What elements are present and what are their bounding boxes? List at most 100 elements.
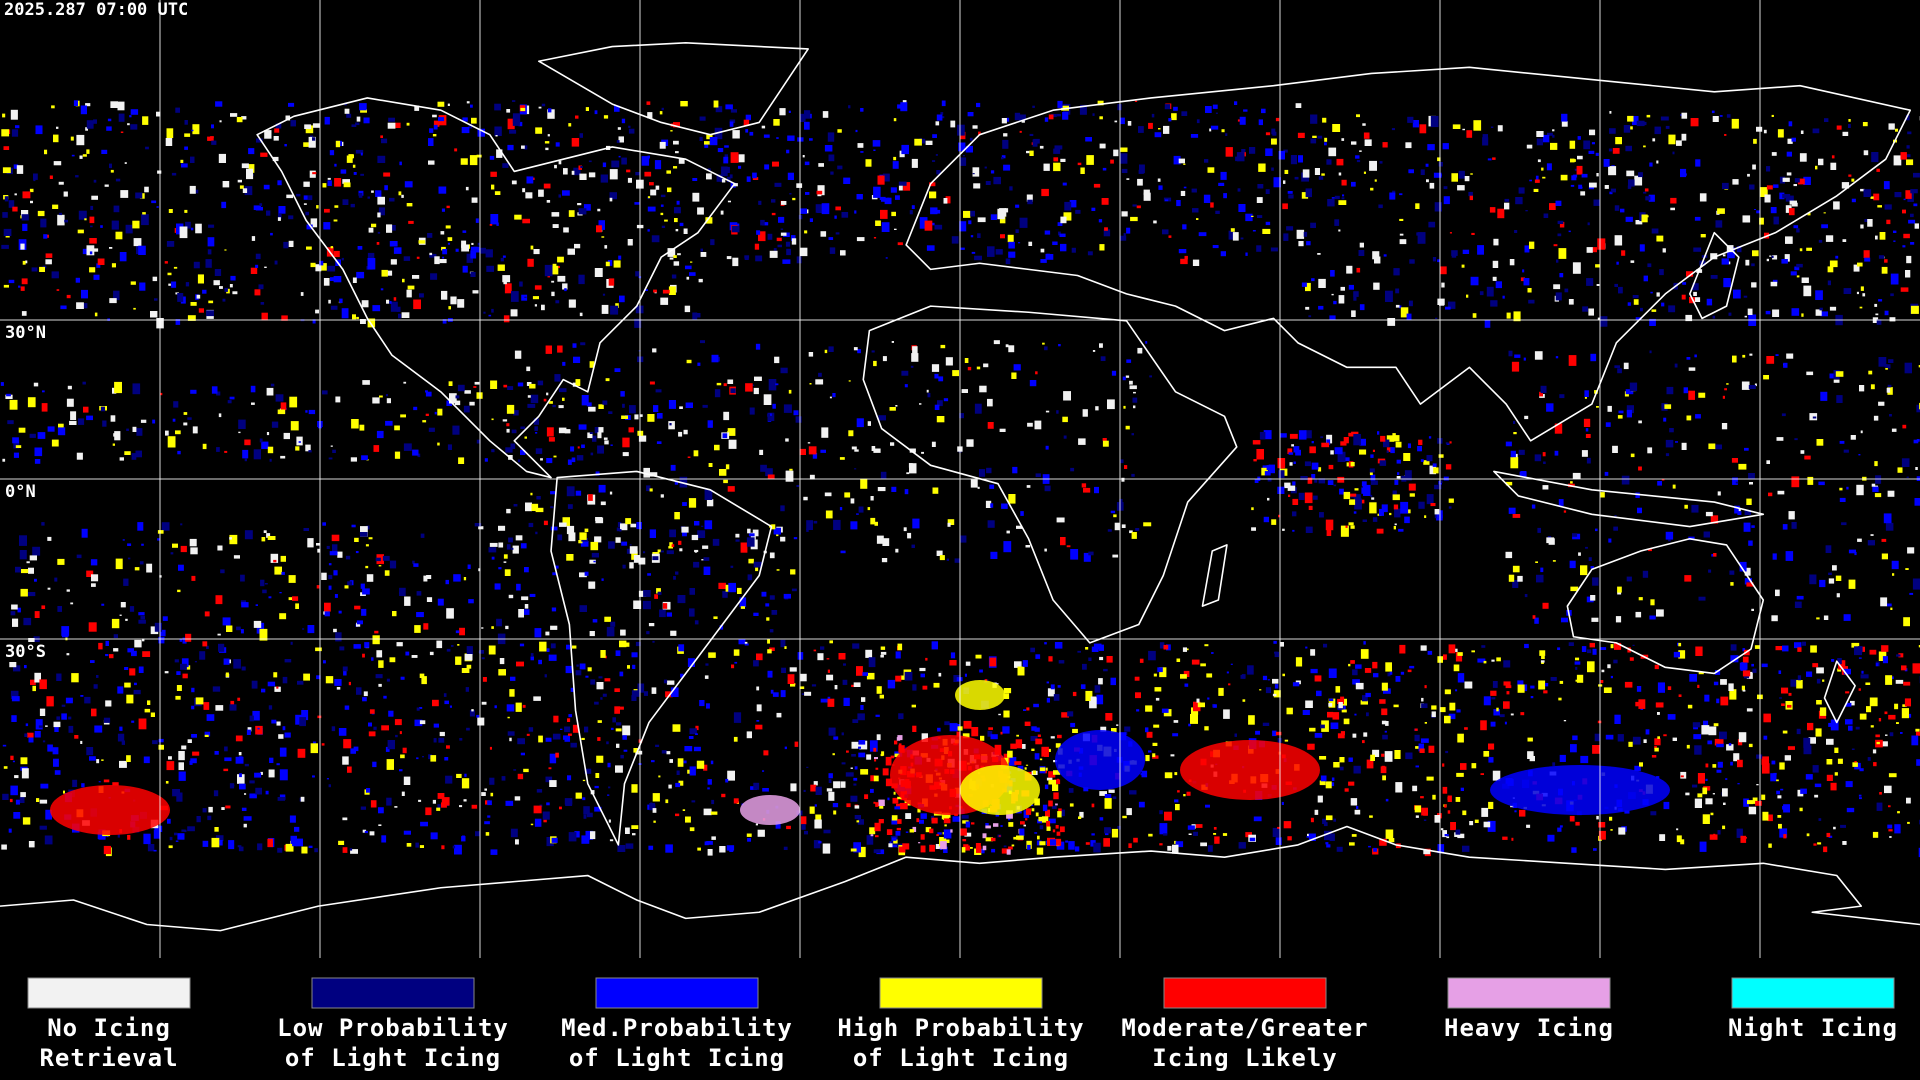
icing-pixel	[1111, 828, 1119, 838]
icing-pixel	[1261, 108, 1266, 114]
icing-pixel	[1797, 675, 1802, 681]
icing-pixel	[1471, 650, 1475, 653]
icing-pixel	[414, 625, 421, 633]
icing-pixel	[1338, 295, 1345, 304]
icing-pixel	[315, 264, 322, 272]
icing-pixel	[650, 802, 653, 804]
icing-pixel	[643, 691, 648, 696]
icing-pixel	[222, 181, 230, 188]
icing-pixel	[727, 176, 731, 183]
icing-pixel	[706, 703, 710, 709]
icing-pixel	[470, 104, 473, 108]
icing-pixel	[1588, 150, 1595, 154]
icing-pixel	[1625, 216, 1633, 222]
icing-pixel	[587, 667, 592, 672]
icing-pixel	[1592, 577, 1599, 586]
icing-pixel	[1568, 355, 1577, 366]
icing-pixel	[1588, 308, 1594, 316]
icing-pixel	[1097, 100, 1104, 106]
icing-pixel	[480, 247, 486, 254]
icing-pixel	[854, 468, 857, 470]
icing-pixel	[1420, 738, 1429, 743]
icing-pixel	[1627, 302, 1631, 306]
icing-pixel	[767, 670, 773, 678]
icing-pixel	[111, 263, 116, 268]
icing-pixel	[802, 155, 805, 158]
icing-pixel	[1724, 134, 1727, 136]
icing-pixel	[873, 186, 881, 198]
icing-pixel	[891, 817, 898, 825]
icing-pixel	[1728, 683, 1734, 691]
icing-pixel	[1513, 420, 1516, 424]
icing-pixel	[604, 655, 607, 659]
icing-pixel	[1432, 463, 1437, 467]
icing-pixel	[732, 257, 739, 267]
icing-pixel	[1404, 516, 1410, 524]
icing-pixel	[35, 719, 43, 730]
icing-pixel	[1508, 574, 1515, 582]
icing-pixel	[175, 319, 181, 325]
icing-pixel	[1771, 615, 1778, 622]
icing-pixel	[1767, 814, 1773, 822]
icing-pixel	[1117, 825, 1121, 830]
icing-pixel	[1407, 443, 1411, 449]
icing-pixel	[1754, 645, 1760, 649]
icing-pixel	[475, 831, 480, 837]
icing-pixel	[1710, 275, 1718, 279]
icing-pixel	[494, 126, 502, 136]
icing-pixel	[775, 821, 781, 829]
icing-pixel	[181, 658, 189, 668]
icing-pixel	[1513, 311, 1521, 322]
icing-pixel	[683, 429, 688, 435]
icing-pixel	[273, 672, 278, 678]
icing-pixel	[1064, 201, 1072, 211]
icing-pixel	[1145, 341, 1148, 344]
icing-pixel	[321, 572, 327, 580]
icing-pixel	[1605, 422, 1611, 427]
icing-pixel	[655, 744, 660, 747]
icing-pixel	[1170, 754, 1175, 757]
icing-pixel	[588, 581, 596, 589]
icing-pixel	[393, 297, 397, 301]
icing-pixel	[590, 679, 596, 685]
icing-pixel	[702, 404, 708, 408]
icing-pixel	[589, 631, 595, 637]
icing-pixel	[824, 145, 833, 152]
icing-pixel	[63, 790, 65, 794]
icing-pixel	[1081, 483, 1087, 488]
icing-pixel	[1886, 364, 1891, 369]
icing-pixel	[1596, 406, 1599, 408]
icing-pixel	[432, 799, 436, 804]
icing-pixel	[805, 192, 810, 195]
icing-pixel	[312, 172, 317, 175]
icing-pixel	[1034, 420, 1042, 430]
icing-pixel	[124, 162, 127, 164]
icing-pixel	[1889, 836, 1892, 838]
icing-pixel	[1379, 161, 1383, 164]
icing-pixel	[1430, 115, 1439, 128]
icing-pixel	[1536, 131, 1544, 137]
icing-pixel	[368, 722, 372, 727]
icing-pixel	[552, 224, 559, 228]
icing-pixel	[360, 152, 363, 156]
icing-pixel	[1853, 264, 1860, 272]
icing-pixel	[175, 840, 179, 842]
icing-pixel	[573, 356, 581, 363]
icing-pixel	[210, 136, 214, 139]
icing-pixel	[433, 120, 440, 127]
icing-pixel	[910, 365, 914, 368]
icing-pixel	[552, 733, 561, 740]
icing-pixel	[1913, 439, 1919, 444]
icing-pixel	[1851, 198, 1856, 203]
icing-pixel	[249, 715, 254, 722]
icing-pixel	[1885, 368, 1888, 370]
icing-pixel	[529, 593, 536, 597]
icing-pixel	[1272, 693, 1277, 697]
icing-pixel	[1716, 769, 1722, 773]
icing-pixel	[669, 759, 673, 763]
icing-pixel	[790, 683, 796, 687]
icing-pixel	[461, 778, 470, 789]
icing-pixel	[60, 305, 67, 310]
icing-pixel	[259, 438, 263, 443]
icing-pixel	[780, 505, 785, 512]
